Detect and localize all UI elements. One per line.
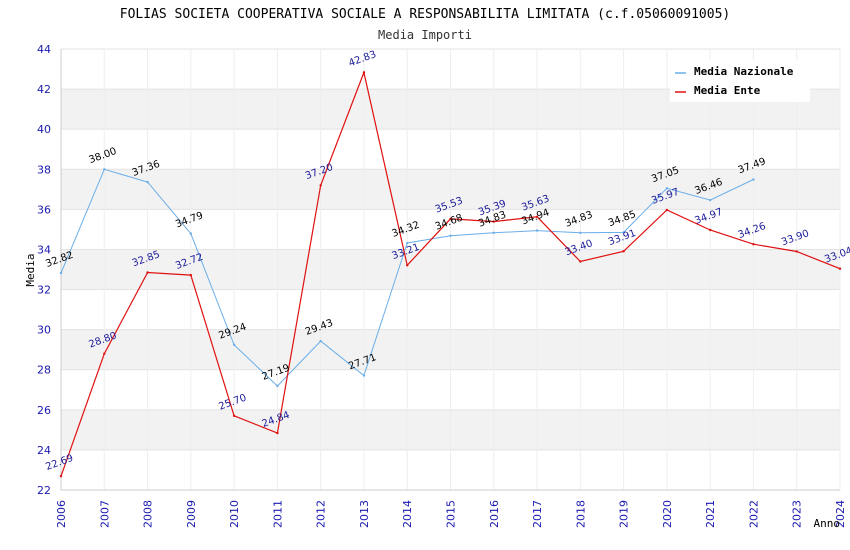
data-point-media-ente [59,474,63,478]
data-point-media-ente [708,228,712,232]
x-axis-ticks: 2006 2007 2008 2009 2010 2011 2012 2013 2014 2015… [55,500,847,528]
legend: Media Nazionale Media Ente [670,60,810,102]
x-tick-label: 2017 [531,500,544,528]
data-label-media-nazionale: 34.68 [434,213,465,233]
x-tick-label: 2014 [401,500,414,528]
data-point-media-ente [362,71,366,74]
series-group [59,70,842,478]
x-axis-label: Anno [814,517,841,530]
data-point-media-nazionale [752,178,755,181]
data-point-media-ente [665,208,669,212]
data-label-media-nazionale: 34.83 [564,210,595,230]
x-tick-label: 2015 [445,500,458,528]
y-tick-label: 44 [37,43,51,56]
x-tick-label: 2024 [834,500,847,528]
x-tick-label: 2016 [488,500,501,528]
y-tick-label: 36 [37,203,51,216]
x-tick-label: 2012 [315,500,328,528]
legend-label-media-ente: Media Ente [694,84,761,97]
legend-label-media-nazionale: Media Nazionale [694,65,794,78]
x-tick-label: 2010 [228,500,241,528]
y-tick-label: 28 [37,364,51,377]
data-point-media-ente [319,184,322,187]
y-tick-label: 32 [37,284,51,297]
x-tick-label: 2006 [55,500,68,528]
y-tick-label: 38 [37,163,51,176]
data-point-media-nazionale [189,232,193,235]
data-label-media-ente: 42.83 [347,49,378,69]
x-tick-label: 2011 [271,500,284,528]
data-point-media-nazionale [579,231,582,235]
data-point-media-nazionale [708,198,712,202]
data-point-media-nazionale [232,343,236,347]
chart-title: FOLIAS SOCIETA COOPERATIVA SOCIALE A RES… [120,7,730,22]
data-point-media-nazionale [492,231,495,235]
data-label-media-ente: 33.91 [607,228,638,248]
data-label-media-nazionale: 38.00 [88,146,119,166]
legend-box [670,60,810,102]
y-axis-ticks: 22 24 26 28 30 32 34 36 38 40 42 44 [37,43,51,497]
chart-subtitle: Media Importi [378,28,472,42]
data-point-media-ente [838,267,842,270]
x-tick-label: 2008 [142,500,155,528]
y-tick-label: 22 [37,484,51,497]
data-point-media-ente [752,243,755,246]
data-point-media-ente [103,352,106,355]
data-point-media-nazionale [665,187,669,190]
data-label-media-nazionale: 34.79 [174,210,205,230]
data-point-media-ente [189,273,193,277]
data-point-media-ente [579,260,582,263]
data-point-media-nazionale [406,241,409,245]
x-tick-label: 2022 [747,500,760,528]
data-point-media-ente [622,250,625,253]
x-tick-label: 2020 [661,500,674,528]
data-point-media-ente [492,220,495,223]
data-point-media-ente [449,217,452,220]
x-tick-label: 2019 [618,500,631,528]
data-point-media-ente [406,264,409,267]
x-tick-label: 2013 [358,500,371,528]
data-point-media-nazionale [449,234,452,238]
y-tick-label: 24 [37,444,51,457]
data-label-media-nazionale: 34.85 [607,209,638,229]
y-axis-label: Media [24,253,37,286]
data-point-media-ente [146,271,149,274]
y-tick-label: 42 [37,83,51,96]
y-tick-label: 26 [37,404,51,417]
data-point-media-ente [232,414,236,418]
data-point-media-nazionale [319,339,322,343]
data-point-media-ente [535,215,539,218]
x-tick-label: 2023 [791,500,804,528]
x-tick-label: 2007 [98,500,111,528]
data-point-media-nazionale [622,231,625,234]
data-point-media-nazionale [362,374,366,377]
data-label-media-ente: 34.26 [737,221,768,241]
y-tick-label: 40 [37,123,51,136]
data-point-media-ente [276,431,279,435]
data-point-media-nazionale [146,180,149,184]
y-tick-label: 30 [37,324,51,337]
data-point-media-nazionale [535,229,539,232]
x-tick-label: 2021 [704,500,717,528]
x-tick-label: 2018 [574,500,587,528]
data-label-media-nazionale: 34.32 [390,220,421,240]
data-point-media-ente [795,250,798,253]
x-tick-label: 2009 [185,500,198,528]
data-label-media-ente: 33.90 [780,228,811,248]
y-tick-label: 34 [37,243,51,256]
data-point-media-nazionale [59,271,63,275]
grid-lines [60,48,841,491]
data-point-media-nazionale [276,384,279,388]
data-point-media-nazionale [103,168,106,171]
